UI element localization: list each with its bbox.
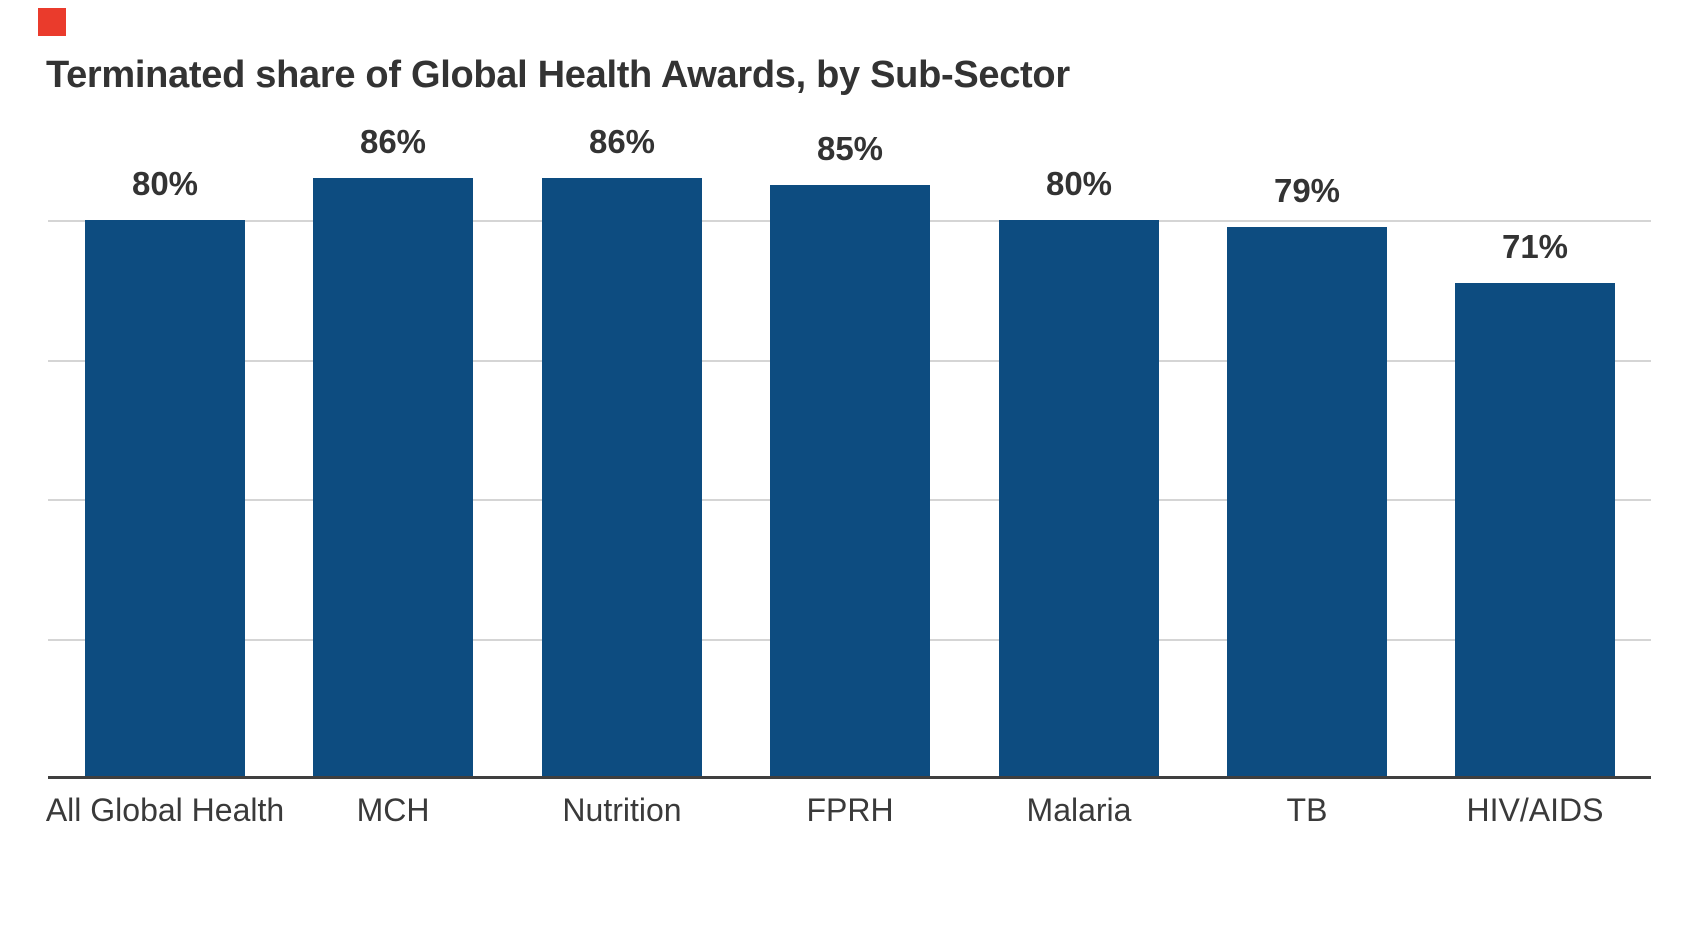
bar bbox=[1455, 283, 1615, 778]
bar bbox=[542, 178, 702, 778]
chart-title: Terminated share of Global Health Awards… bbox=[46, 54, 1070, 96]
bar bbox=[1227, 227, 1387, 778]
x-axis-label: TB bbox=[1286, 792, 1328, 828]
x-axis-label: All Global Health bbox=[45, 792, 285, 828]
x-axis-label: Nutrition bbox=[562, 792, 682, 828]
bar-value-label: 80% bbox=[1045, 165, 1113, 202]
bar bbox=[999, 220, 1159, 778]
x-axis-label: MCH bbox=[356, 792, 430, 828]
bar-value-label: 80% bbox=[131, 165, 199, 202]
bar-value-label: 79% bbox=[1273, 172, 1341, 209]
x-axis-line bbox=[48, 776, 1651, 779]
x-axis-label: Malaria bbox=[1026, 792, 1132, 828]
bar-value-label: 71% bbox=[1501, 228, 1569, 265]
bar bbox=[85, 220, 245, 778]
bar-value-label: 86% bbox=[588, 123, 656, 160]
brand-logo-icon bbox=[38, 8, 66, 36]
bar-value-label: 86% bbox=[359, 123, 427, 160]
x-axis-label: FPRH bbox=[806, 792, 894, 828]
bar bbox=[770, 185, 930, 778]
x-axis-label: HIV/AIDS bbox=[1466, 792, 1604, 828]
bar bbox=[313, 178, 473, 778]
bar-value-label: 85% bbox=[816, 130, 884, 167]
